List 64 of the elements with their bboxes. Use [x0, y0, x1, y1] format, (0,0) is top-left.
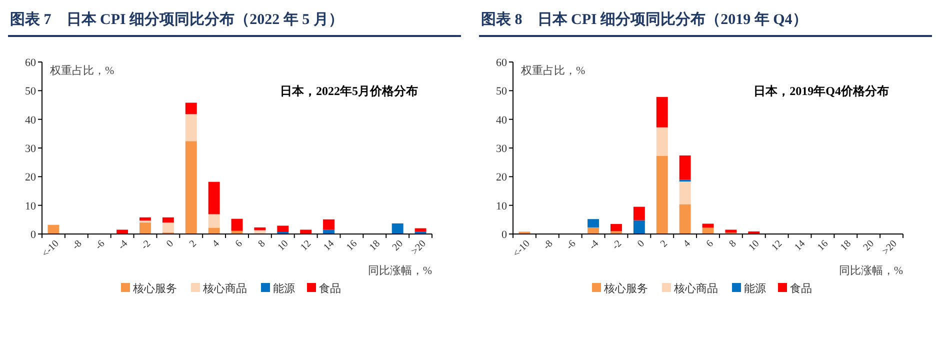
x-tick-label: 10 [746, 238, 762, 254]
x-tick-label: 12 [298, 238, 314, 254]
y-tick-label: 0 [502, 229, 508, 241]
legend-label: 核心服务 [603, 282, 648, 295]
x-tick-label: -4 [587, 238, 602, 252]
y-axis-title: 权重占比，% [49, 64, 114, 77]
chart-title: 图表 7 日本 CPI 细分项同比分布（2022 年 5 月） [10, 11, 344, 28]
x-tick-label: 4 [210, 238, 222, 250]
x-tick-label: <-10 [511, 238, 532, 260]
y-tick-label: 50 [25, 86, 36, 98]
y-tick-label: 20 [25, 172, 36, 184]
y-tick-label: 20 [496, 172, 508, 184]
x-tick-label: -4 [116, 238, 130, 252]
x-tick-label: >20 [409, 238, 428, 258]
y-tick-label: 40 [496, 114, 508, 126]
annotation: 日本，2019年Q4价格分布 [754, 84, 889, 98]
x-axis-title: 同比涨幅，% [838, 264, 903, 277]
legend-label: 核心服务 [132, 282, 177, 295]
x-tick-label: <-10 [40, 238, 62, 260]
y-tick-label: 40 [25, 114, 36, 126]
x-tick-label: 8 [256, 238, 268, 250]
legend-label: 食品 [790, 283, 812, 295]
legend-label: 能源 [744, 282, 766, 295]
y-axis-title: 权重占比，% [520, 64, 586, 77]
y-tick-label: 10 [496, 200, 508, 212]
x-tick-label: 14 [792, 238, 808, 254]
x-tick-label: 6 [704, 238, 716, 250]
x-tick-label: 12 [770, 238, 785, 254]
legend-label: 核心商品 [673, 282, 718, 295]
x-tick-label: 20 [390, 238, 406, 254]
x-tick-label: 16 [816, 238, 830, 254]
x-tick-label: 6 [233, 238, 245, 250]
x-tick-label: -6 [564, 238, 578, 252]
x-tick-label: 14 [322, 238, 337, 254]
chart-title: 图表 8 日本 CPI 细分项同比分布（2019 年 Q4） [481, 11, 808, 28]
x-tick-label: 18 [838, 238, 854, 254]
x-tick-label: 0 [636, 238, 647, 250]
x-axis-title: 同比涨幅，% [368, 264, 432, 277]
x-tick-label: >20 [880, 238, 900, 258]
legend-label: 食品 [319, 283, 341, 295]
y-tick-label: 50 [496, 86, 508, 98]
x-tick-label: -8 [542, 238, 556, 252]
x-tick-label: 10 [276, 238, 291, 254]
y-tick-label: 30 [496, 143, 508, 155]
x-tick-label: -2 [139, 238, 154, 252]
x-tick-label: -2 [610, 238, 624, 252]
x-tick-label: 0 [164, 238, 176, 250]
x-tick-label: 8 [727, 238, 739, 250]
y-tick-label: 60 [25, 57, 36, 69]
x-tick-label: 20 [862, 238, 876, 254]
x-tick-label: 2 [188, 238, 199, 250]
x-tick-label: -6 [93, 238, 108, 252]
x-tick-label: -8 [70, 238, 84, 252]
legend-label: 能源 [273, 282, 295, 295]
annotation: 日本，2022年5月价格分布 [280, 84, 418, 98]
x-tick-label: 18 [368, 238, 382, 254]
y-tick-label: 30 [25, 143, 36, 155]
y-tick-label: 10 [25, 200, 36, 212]
y-tick-label: 60 [496, 57, 508, 69]
x-tick-label: 16 [344, 238, 360, 254]
x-tick-label: 2 [658, 238, 670, 250]
y-tick-label: 0 [30, 229, 36, 241]
x-tick-label: 4 [682, 238, 693, 250]
legend-label: 核心商品 [202, 282, 247, 295]
